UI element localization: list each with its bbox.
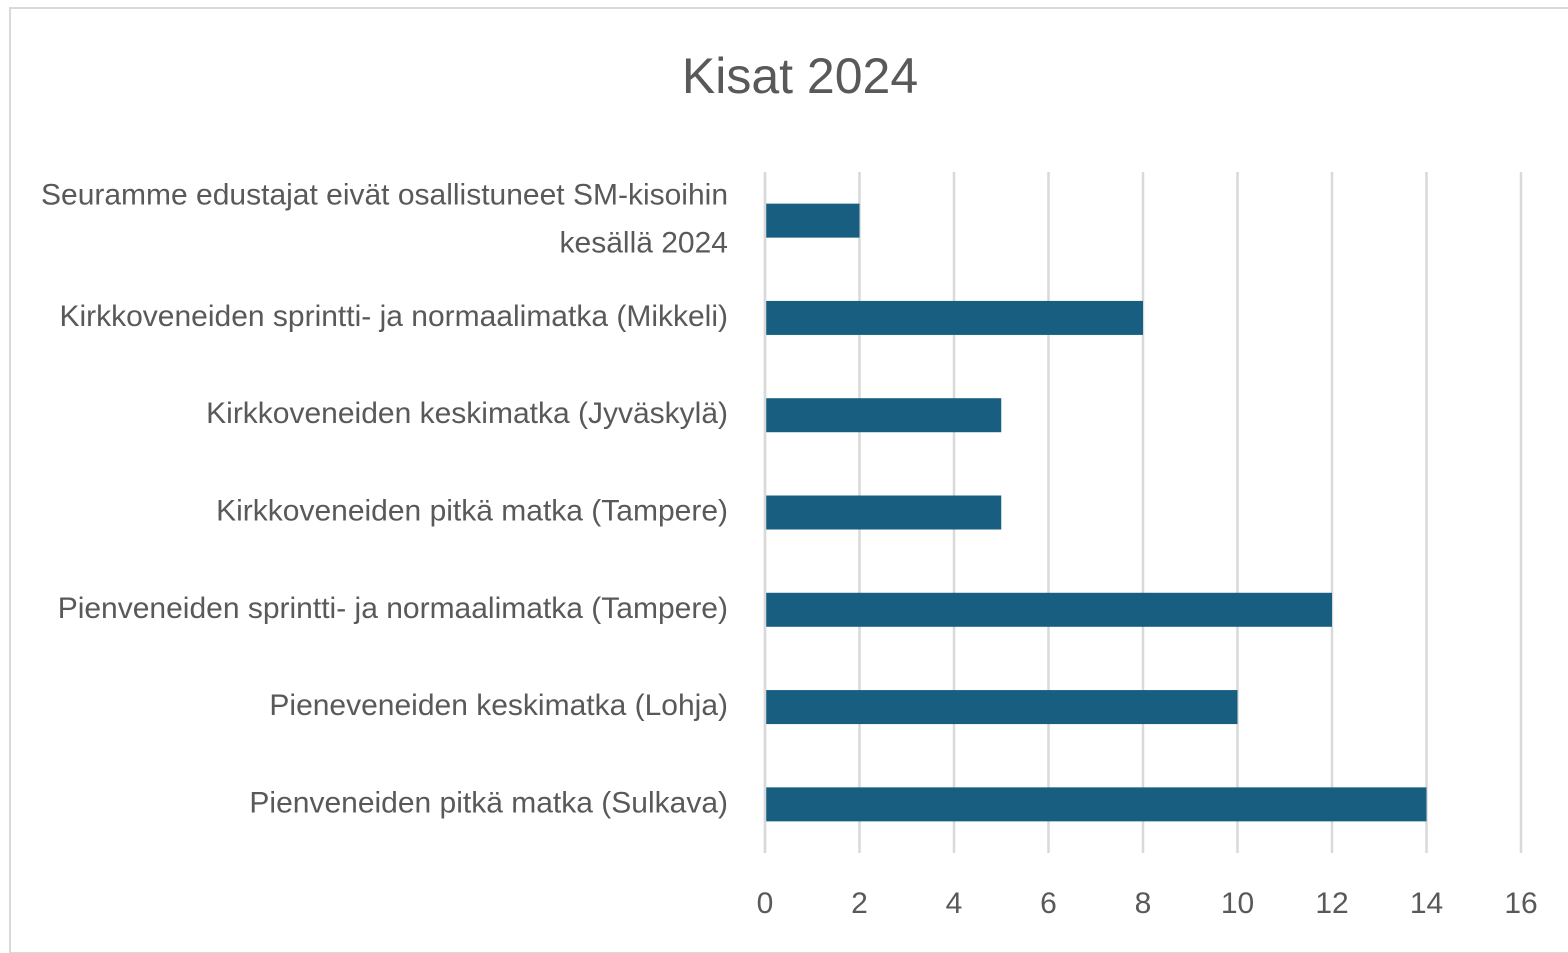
y-tick-label: Pieneveneiden keskimatka (Lohja) [269,689,728,722]
bar [765,398,1002,433]
x-tick-label: 12 [1315,887,1348,920]
x-tick-label: 2 [851,887,868,920]
x-tick-label: 0 [757,887,774,920]
bar [765,592,1332,627]
x-tick-label: 8 [1135,887,1152,920]
bar [765,690,1238,725]
y-tick-label: Kirkkoveneiden keskimatka (Jyväskylä) [206,397,728,430]
y-tick-label: Pienveneiden sprintti- ja normaalimatka … [58,592,728,625]
chart-title: Kisat 2024 [682,48,918,104]
y-tick-label: Pienveneiden pitkä matka (Sulkava) [249,786,728,819]
x-tick-label: 16 [1504,887,1537,920]
y-tick-label: Seuramme edustajat eivät osallistuneet S… [41,179,728,260]
x-tick-label: 6 [1040,887,1057,920]
bar [765,300,1143,335]
x-tick-label: 4 [946,887,963,920]
bar [765,203,860,238]
x-tick-label: 14 [1410,887,1443,920]
bar [765,787,1427,822]
x-tick-label: 10 [1221,887,1254,920]
y-tick-label: Kirkkoveneiden pitkä matka (Tampere) [216,494,728,527]
y-tick-label: Kirkkoveneiden sprintti- ja normaalimatk… [59,300,728,333]
bar [765,495,1002,530]
